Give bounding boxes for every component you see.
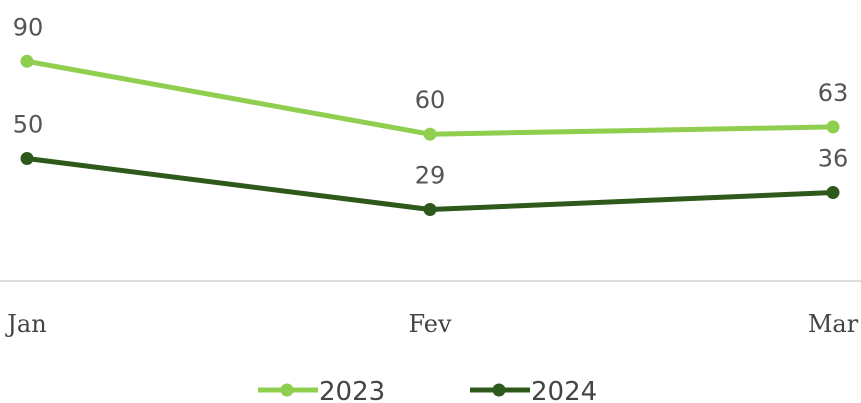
point: [20, 152, 34, 165]
x-tick-label: Jan: [4, 310, 46, 338]
legend-label: 2023: [319, 377, 385, 403]
x-tick-label: Fev: [408, 310, 452, 338]
point: [423, 127, 437, 141]
data-label: 36: [818, 145, 849, 173]
legend-label: 2024: [531, 377, 597, 403]
legend-dot: [492, 383, 506, 397]
data-label: 63: [818, 79, 849, 107]
legend-dot: [280, 383, 294, 397]
data-label: 90: [13, 13, 44, 41]
data-label: 50: [13, 111, 44, 139]
x-tick-label: Mar: [808, 310, 859, 338]
point: [423, 203, 437, 217]
point: [826, 186, 840, 200]
point: [826, 120, 840, 134]
data-label: 60: [415, 86, 446, 114]
point: [20, 54, 34, 68]
data-label: 29: [415, 162, 446, 190]
